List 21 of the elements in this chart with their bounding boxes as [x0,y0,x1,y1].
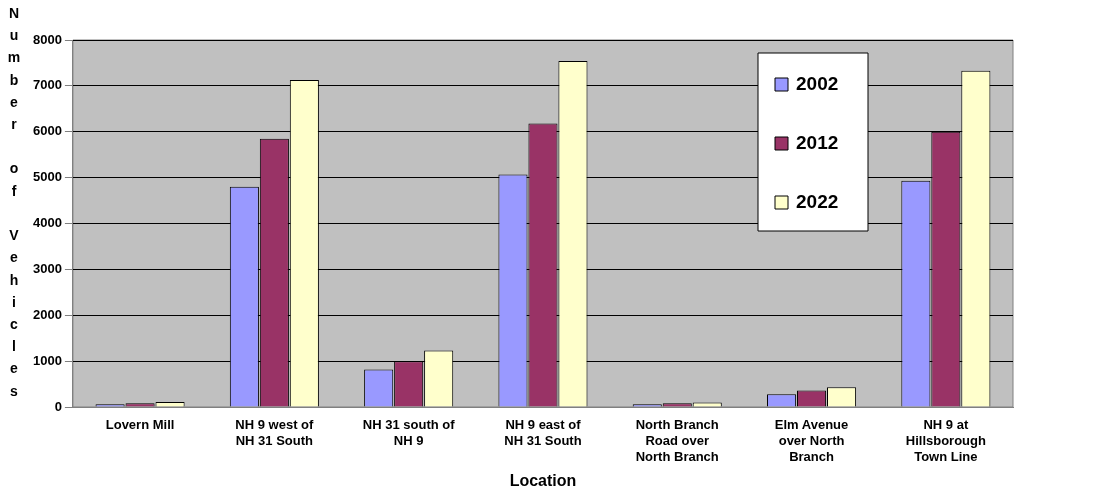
y-tick-label: 8000 [33,31,62,47]
text: Number of Vehicles [7,4,21,399]
legend-label: 2012 [796,132,839,154]
y-tick-label: 7000 [33,77,62,93]
y-tick-label: 4000 [33,215,62,231]
legend-label: 2002 [796,73,839,95]
x-tick-label: NH 9 at Hillsborough Town Line [905,417,986,464]
y-tick-label: 5000 [33,169,62,185]
y-tick-label: 0 [54,398,62,414]
x-tick-label: NH 9 west of NH 31 South [235,417,315,448]
y-tick-label: 2000 [33,306,62,322]
x-tick-label: Lovern Mill [105,417,175,433]
x-tick-label: NH 31 south of NH 9 [362,417,456,448]
x-tick-label: NH 9 east of NH 31 South [504,417,582,448]
y-tick-label: 1000 [33,352,62,368]
x-axis-title: Location [509,471,577,489]
y-tick-label: 6000 [33,123,62,139]
y-tick-label: 3000 [33,260,62,276]
x-tick-label: North Branch Road over North Branch [635,417,719,464]
legend-label: 2022 [796,191,839,213]
x-tick-label: Elm Avenue over North Branch [774,417,849,464]
